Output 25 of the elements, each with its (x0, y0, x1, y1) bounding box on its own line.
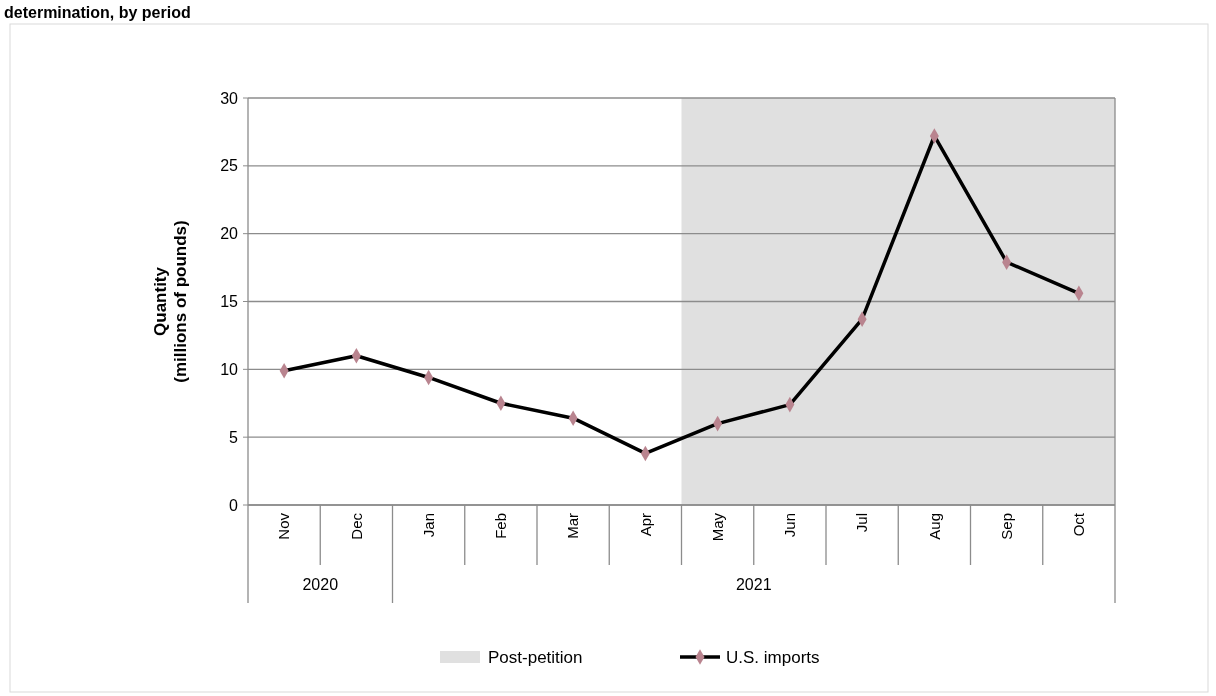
x-tick-label: Jun (781, 513, 799, 538)
legend-label: Post-petition (488, 647, 583, 667)
y-tick-label: 20 (220, 225, 239, 243)
y-tick-label: 5 (229, 428, 239, 446)
x-tick-label: Dec (347, 512, 365, 540)
y-tick-label: 10 (220, 360, 239, 378)
x-tick-label: Nov (275, 512, 293, 540)
x-tick-label: Apr (636, 513, 654, 537)
x-tick-label: Feb (492, 513, 510, 539)
y-tick-label: 30 (220, 89, 239, 107)
y-tick-label: 0 (229, 496, 239, 514)
x-tick-label: Jan (419, 513, 437, 538)
text: 2021 (735, 576, 772, 593)
text: determination, by period (4, 4, 191, 21)
y-axis-title: Quantity (millions of pounds) (150, 220, 191, 383)
x-tick-label: Jul (853, 513, 871, 533)
x-tick-label: Mar (564, 513, 582, 539)
y-tick-label: 25 (220, 157, 239, 175)
x-tick-label: May (708, 512, 726, 542)
x-tick-label: Sep (997, 513, 1015, 540)
x-tick-label: Oct (1070, 512, 1088, 537)
legend-label: U.S. imports (726, 647, 820, 667)
x-tick-label: Aug (925, 513, 943, 540)
y-tick-label: 15 (220, 293, 239, 311)
text: 2020 (302, 576, 339, 593)
